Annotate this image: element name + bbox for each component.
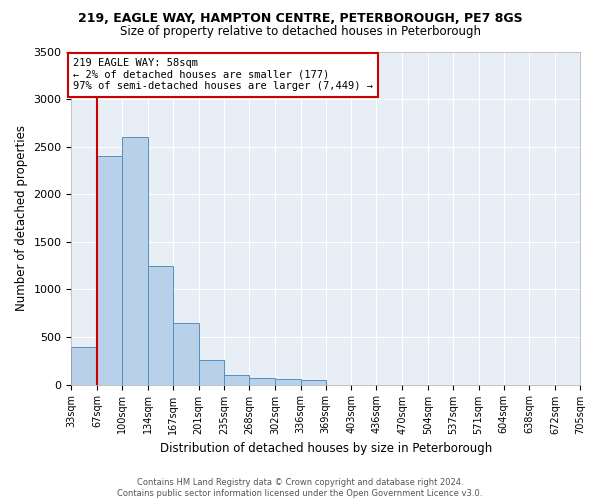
Bar <box>275 379 301 384</box>
Y-axis label: Number of detached properties: Number of detached properties <box>15 125 28 311</box>
Text: 219, EAGLE WAY, HAMPTON CENTRE, PETERBOROUGH, PE7 8GS: 219, EAGLE WAY, HAMPTON CENTRE, PETERBOR… <box>77 12 523 26</box>
Bar <box>97 156 122 384</box>
Bar <box>122 137 148 384</box>
X-axis label: Distribution of detached houses by size in Peterborough: Distribution of detached houses by size … <box>160 442 492 455</box>
Text: 219 EAGLE WAY: 58sqm
← 2% of detached houses are smaller (177)
97% of semi-detac: 219 EAGLE WAY: 58sqm ← 2% of detached ho… <box>73 58 373 92</box>
Bar <box>249 378 275 384</box>
Text: Size of property relative to detached houses in Peterborough: Size of property relative to detached ho… <box>119 25 481 38</box>
Bar <box>173 322 199 384</box>
Bar <box>224 375 249 384</box>
Bar <box>199 360 224 384</box>
Bar <box>301 380 326 384</box>
Text: Contains HM Land Registry data © Crown copyright and database right 2024.
Contai: Contains HM Land Registry data © Crown c… <box>118 478 482 498</box>
Bar <box>148 266 173 384</box>
Bar <box>71 346 97 385</box>
